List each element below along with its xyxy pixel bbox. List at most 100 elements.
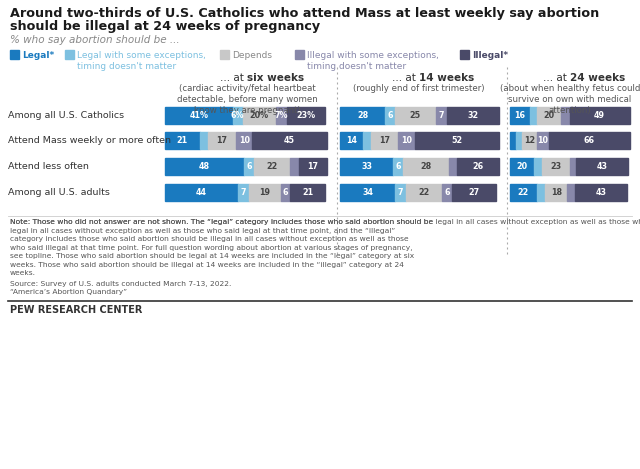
Text: 52: 52 [451,136,462,145]
Bar [395,107,436,124]
Text: 19: 19 [259,188,270,197]
Text: ... at: ... at [220,73,247,83]
Bar [576,158,628,175]
Text: 20: 20 [543,111,555,120]
Text: Attend Mass weekly or more often: Attend Mass weekly or more often [8,136,171,145]
Text: “America’s Abortion Quandary”: “America’s Abortion Quandary” [10,289,127,295]
Text: 34: 34 [362,188,373,197]
Text: 49: 49 [594,111,605,120]
Bar [510,184,537,201]
Text: 22: 22 [518,188,529,197]
Bar [549,132,630,149]
Bar [249,184,280,201]
Text: 28: 28 [357,111,368,120]
Text: 21: 21 [177,136,188,145]
Text: Attend less often: Attend less often [8,162,89,171]
Text: 6: 6 [396,162,401,171]
Bar [295,50,304,59]
Text: ... at: ... at [543,73,570,83]
Bar [280,184,291,201]
Text: 43: 43 [596,162,607,171]
Bar [510,107,529,124]
Bar [208,132,236,149]
Text: 26: 26 [472,162,483,171]
Bar [165,184,237,201]
Text: category includes those who said abortion should be illegal in all cases without: category includes those who said abortio… [10,236,408,242]
Text: Among all U.S. adults: Among all U.S. adults [8,188,110,197]
Bar [394,158,403,175]
Bar [340,132,363,149]
Bar [291,158,299,175]
Text: 10: 10 [538,136,548,145]
Bar [291,184,325,201]
Text: 43: 43 [595,188,606,197]
Bar [570,107,630,124]
Bar [165,132,200,149]
Text: Note: Those who did not answer are not shown. The “legal” category includes thos: Note: Those who did not answer are not s… [10,219,640,225]
Text: ... at: ... at [392,73,419,83]
Bar [537,184,545,201]
Bar [371,132,398,149]
Bar [447,107,499,124]
Bar [340,107,385,124]
Text: legal in all cases without exception as well as those who said legal at that tim: legal in all cases without exception as … [10,227,395,234]
Text: who said illegal at that time point. For full question wording about abortion at: who said illegal at that time point. For… [10,244,413,250]
Text: Legal*: Legal* [22,51,54,60]
Text: 12: 12 [524,136,535,145]
Text: Among all U.S. Catholics: Among all U.S. Catholics [8,111,124,120]
Text: Depends: Depends [232,51,272,60]
Text: six weeks: six weeks [247,73,304,83]
Text: 6: 6 [387,111,393,120]
Text: Source: Survey of U.S. adults conducted March 7-13, 2022.: Source: Survey of U.S. adults conducted … [10,280,232,287]
Text: 7: 7 [241,188,246,197]
Text: 28: 28 [420,162,431,171]
Text: see topline. Those who said abortion should be legal at 14 weeks are included in: see topline. Those who said abortion sho… [10,253,414,259]
Bar [276,107,287,124]
Text: 10: 10 [239,136,250,145]
Bar [363,132,371,149]
Text: 17: 17 [307,162,318,171]
Bar [299,158,326,175]
Text: 6: 6 [246,162,252,171]
Text: weeks. Those who said abortion should be illegal at 14 weeks are included in the: weeks. Those who said abortion should be… [10,262,404,267]
Bar [541,158,570,175]
Bar [236,132,252,149]
Text: 7: 7 [398,188,403,197]
Text: 6: 6 [283,188,288,197]
Text: 24 weeks: 24 weeks [570,73,625,83]
Bar [537,107,561,124]
Bar [340,158,394,175]
Bar [452,184,495,201]
Text: 20: 20 [516,162,528,171]
Bar [165,107,233,124]
Text: 14: 14 [346,136,357,145]
Bar [403,158,449,175]
Text: 6%: 6% [231,111,244,120]
Text: 17: 17 [216,136,227,145]
Text: Around two-thirds of U.S. Catholics who attend Mass at least weekly say abortion: Around two-thirds of U.S. Catholics who … [10,7,599,20]
Bar [385,107,395,124]
Bar [460,50,469,59]
Bar [398,132,415,149]
Bar [529,107,537,124]
Bar [575,184,627,201]
Bar [510,132,516,149]
Bar [200,132,208,149]
Text: 22: 22 [267,162,278,171]
Text: 22: 22 [419,188,430,197]
Bar [287,107,325,124]
Bar [516,132,522,149]
Text: 41%: 41% [189,111,209,120]
Text: 10: 10 [401,136,412,145]
Bar [340,184,395,201]
Bar [442,184,452,201]
Text: (cardiac activity/fetal heartbeat
detectable, before many women
know they are pr: (cardiac activity/fetal heartbeat detect… [177,84,317,114]
Text: 66: 66 [584,136,595,145]
Text: weeks.: weeks. [10,270,36,276]
Bar [570,158,576,175]
Text: 18: 18 [551,188,562,197]
Bar [457,158,499,175]
Text: 6: 6 [444,188,450,197]
Text: Legal with some exceptions,
timing doesn't matter: Legal with some exceptions, timing doesn… [77,51,206,71]
Bar [10,50,19,59]
